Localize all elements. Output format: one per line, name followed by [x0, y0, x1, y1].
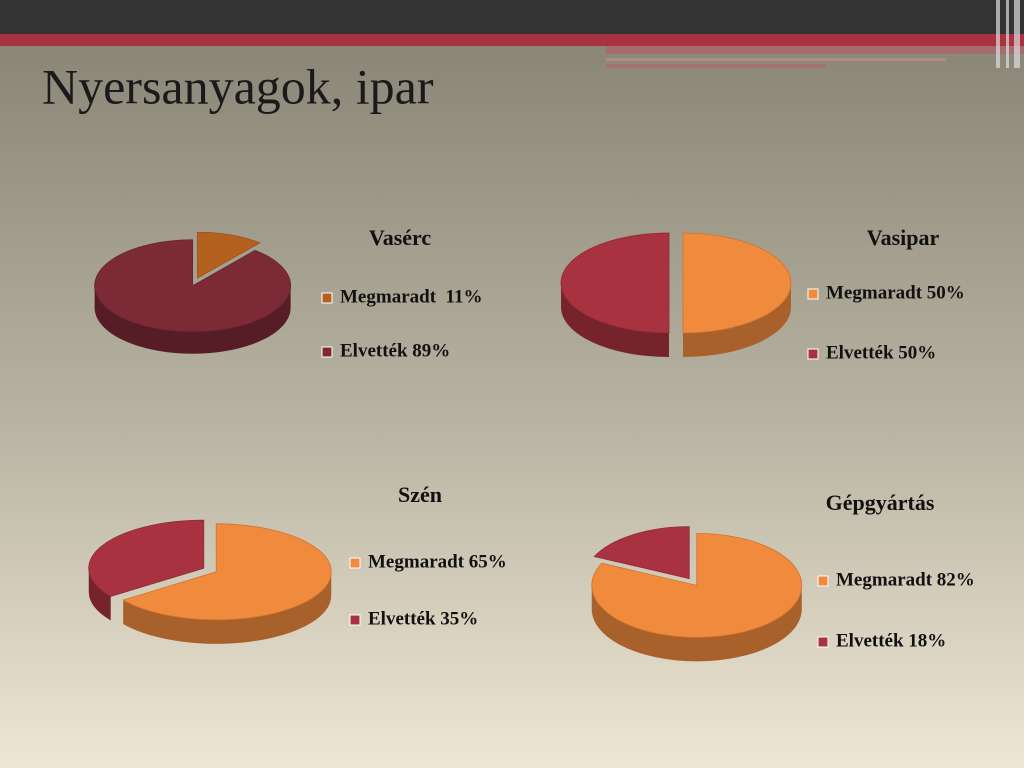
legend-label: Megmaradt 65%	[368, 551, 507, 572]
legend-label: Elvették 35%	[368, 608, 478, 629]
accent-bar	[996, 0, 1000, 68]
legend-swatch	[807, 348, 819, 360]
slice-side	[123, 571, 332, 644]
pie-slice	[682, 232, 792, 334]
slice-side	[591, 585, 802, 662]
pie-slice	[122, 523, 332, 621]
top-bar	[0, 0, 1024, 34]
accent-bar	[1014, 0, 1020, 68]
legend-label: Elvették 89%	[340, 340, 450, 361]
slide-title: Nyersanyagok, ipar	[42, 58, 434, 114]
legend-label: Megmaradt 82%	[836, 569, 975, 590]
legend-swatch	[321, 346, 333, 358]
top-stripe	[0, 34, 1024, 46]
pie-slice	[196, 231, 261, 279]
legend-swatch	[817, 575, 829, 587]
slice-side	[94, 285, 291, 354]
pie-slice	[591, 532, 803, 638]
legend-label: Megmaradt 11%	[340, 286, 482, 307]
slice-side	[561, 283, 669, 357]
legend-swatch	[321, 292, 333, 304]
chart-title: Gépgyártás	[826, 490, 935, 515]
legend-swatch	[807, 288, 819, 300]
legend-swatch	[349, 557, 361, 569]
slice-side	[683, 283, 791, 357]
legend-label: Elvették 18%	[836, 630, 946, 651]
accent-stripe	[606, 46, 1024, 54]
accent-stripe	[606, 64, 826, 68]
legend-swatch	[817, 636, 829, 648]
accent-bar	[1006, 0, 1009, 68]
legend-swatch	[349, 614, 361, 626]
legend-label: Megmaradt 50%	[826, 282, 965, 303]
accent-stripe	[606, 58, 946, 61]
pie-slice	[94, 239, 291, 333]
chart-title: Szén	[398, 482, 442, 507]
pie-slice	[593, 526, 690, 580]
pie-slice	[560, 232, 670, 334]
chart-title: Vasérc	[369, 225, 432, 250]
slice-side	[88, 568, 111, 621]
chart-title: Vasipar	[867, 225, 940, 250]
pie-slice	[88, 519, 205, 597]
legend-label: Elvették 50%	[826, 342, 936, 363]
